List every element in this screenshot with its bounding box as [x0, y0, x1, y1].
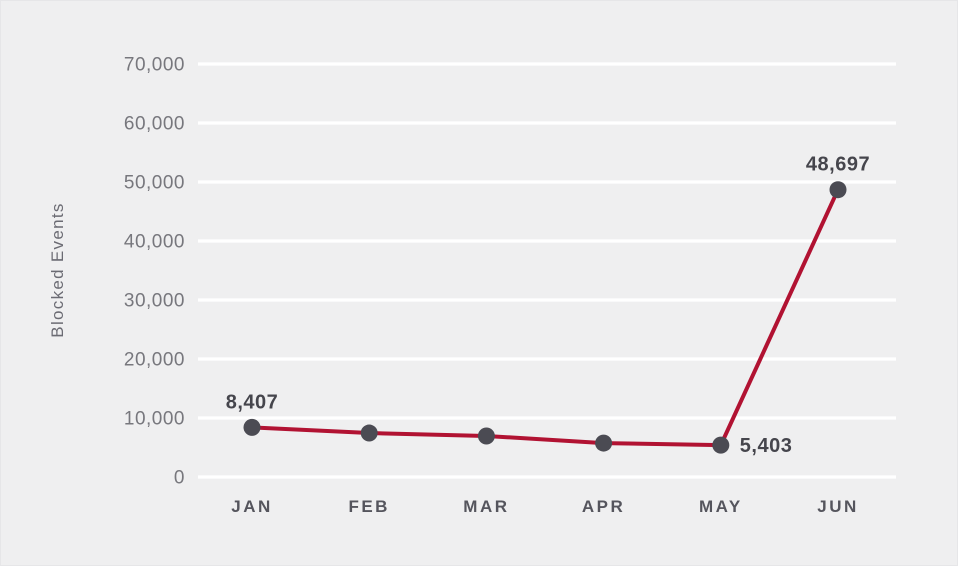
data-point-marker	[712, 436, 730, 454]
x-tick-label: JAN	[231, 497, 273, 516]
y-tick-label: 30,000	[124, 291, 185, 312]
y-tick-label: 10,000	[124, 409, 185, 430]
x-tick-label: MAY	[699, 497, 743, 516]
x-tick-label: MAR	[463, 497, 509, 516]
data-point-marker	[595, 434, 613, 452]
series-line	[250, 187, 840, 448]
data-point-marker	[829, 181, 847, 199]
x-tick-label: APR	[582, 497, 625, 516]
data-point-marker	[360, 424, 378, 442]
y-tick-label: 60,000	[124, 114, 185, 135]
data-point-marker	[477, 427, 495, 445]
data-point-label: 8,407	[226, 391, 279, 413]
y-tick-label: 0	[174, 468, 185, 489]
x-tick-label: FEB	[348, 497, 390, 516]
data-point-label: 5,403	[740, 435, 793, 457]
x-tick-label: JUN	[817, 497, 859, 516]
data-point-marker	[243, 418, 261, 436]
data-point-label: 48,697	[806, 154, 870, 176]
y-axis-label: Blocked Events	[48, 202, 67, 337]
y-tick-label: 70,000	[124, 55, 185, 76]
y-tick-label: 50,000	[124, 173, 185, 194]
y-tick-label: 40,000	[124, 232, 185, 253]
y-tick-label: 20,000	[124, 350, 185, 371]
